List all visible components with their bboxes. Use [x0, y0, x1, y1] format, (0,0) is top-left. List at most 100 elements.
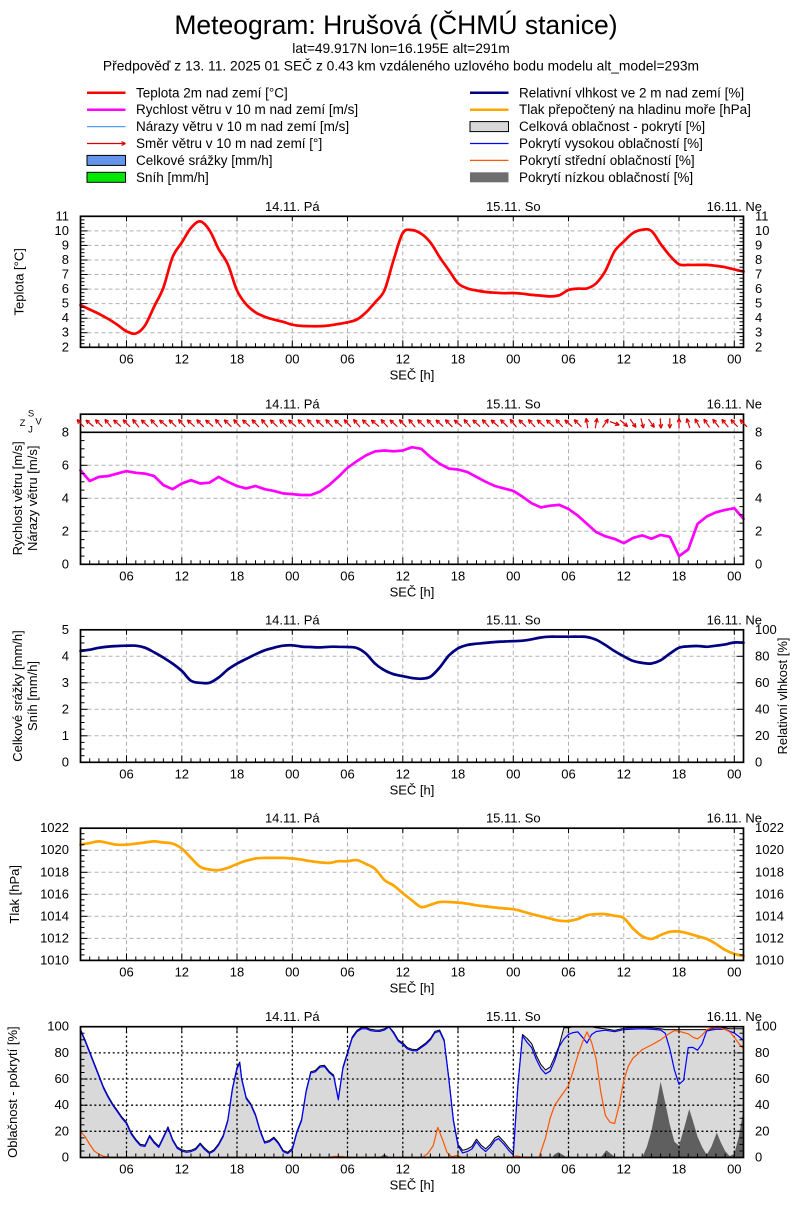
svg-text:2: 2 — [62, 701, 69, 716]
svg-text:Sníh [mm/h]: Sníh [mm/h] — [136, 170, 209, 185]
svg-text:16.11. Ne: 16.11. Ne — [707, 199, 762, 214]
svg-text:12: 12 — [396, 766, 410, 781]
svg-text:1010: 1010 — [755, 952, 784, 967]
svg-text:SEČ [h]: SEČ [h] — [390, 980, 435, 995]
svg-text:20: 20 — [755, 728, 769, 743]
svg-text:6: 6 — [755, 457, 762, 472]
svg-text:SEČ [h]: SEČ [h] — [390, 367, 435, 382]
svg-text:40: 40 — [755, 701, 769, 716]
svg-text:18: 18 — [230, 766, 244, 781]
svg-text:20: 20 — [755, 1123, 769, 1138]
svg-text:12: 12 — [617, 351, 631, 366]
svg-text:16.11. Ne: 16.11. Ne — [707, 612, 762, 627]
svg-text:8: 8 — [62, 424, 69, 439]
svg-text:16.11. Ne: 16.11. Ne — [707, 397, 762, 412]
svg-text:J: J — [28, 425, 33, 436]
svg-text:00: 00 — [506, 351, 520, 366]
svg-text:2: 2 — [62, 339, 69, 354]
svg-text:S: S — [28, 409, 34, 420]
svg-text:40: 40 — [55, 1097, 69, 1112]
svg-text:06: 06 — [119, 568, 133, 583]
svg-text:06: 06 — [119, 766, 133, 781]
svg-text:V: V — [35, 417, 42, 428]
svg-text:06: 06 — [561, 568, 575, 583]
svg-text:14.11. Pá: 14.11. Pá — [265, 612, 320, 627]
svg-text:0: 0 — [62, 556, 69, 571]
svg-text:Rychlost větru v 10 m nad zemí: Rychlost větru v 10 m nad zemí [m/s] — [136, 102, 358, 117]
svg-text:00: 00 — [285, 568, 299, 583]
svg-text:4: 4 — [62, 490, 69, 505]
svg-text:18: 18 — [451, 766, 465, 781]
svg-text:06: 06 — [119, 351, 133, 366]
svg-text:100: 100 — [47, 1019, 69, 1034]
svg-text:00: 00 — [506, 964, 520, 979]
svg-text:00: 00 — [506, 1162, 520, 1177]
svg-text:2: 2 — [62, 523, 69, 538]
svg-text:15.11. So: 15.11. So — [486, 811, 541, 826]
svg-text:06: 06 — [340, 766, 354, 781]
svg-text:10: 10 — [55, 223, 69, 238]
svg-text:0: 0 — [755, 754, 762, 769]
svg-text:0: 0 — [62, 1150, 69, 1165]
svg-text:00: 00 — [727, 1162, 741, 1177]
svg-text:40: 40 — [755, 1097, 769, 1112]
svg-text:Tlak přepočtený na hladinu moř: Tlak přepočtený na hladinu moře [hPa] — [519, 102, 751, 117]
svg-text:SEČ [h]: SEČ [h] — [390, 584, 435, 599]
svg-text:00: 00 — [506, 568, 520, 583]
svg-text:1: 1 — [62, 728, 69, 743]
svg-text:3: 3 — [755, 325, 762, 340]
svg-text:12: 12 — [617, 964, 631, 979]
svg-text:18: 18 — [451, 351, 465, 366]
svg-text:SEČ [h]: SEČ [h] — [390, 1178, 435, 1193]
svg-text:1022: 1022 — [40, 820, 69, 835]
svg-text:Rychlost větru [m/s]: Rychlost větru [m/s] — [10, 441, 25, 555]
svg-text:5: 5 — [62, 622, 69, 637]
svg-text:Předpověď z 13. 11. 2025 01 SE: Předpověď z 13. 11. 2025 01 SEČ z 0.43 k… — [103, 58, 699, 74]
svg-text:7: 7 — [755, 267, 762, 282]
svg-text:12: 12 — [396, 351, 410, 366]
svg-text:18: 18 — [230, 351, 244, 366]
svg-text:00: 00 — [727, 766, 741, 781]
svg-text:Celková oblačnost - pokrytí [%: Celková oblačnost - pokrytí [%] — [519, 119, 705, 134]
svg-text:18: 18 — [230, 1162, 244, 1177]
svg-text:00: 00 — [285, 964, 299, 979]
svg-text:06: 06 — [340, 964, 354, 979]
svg-text:1012: 1012 — [755, 930, 784, 945]
svg-text:0: 0 — [755, 556, 762, 571]
svg-text:12: 12 — [175, 1162, 189, 1177]
svg-text:18: 18 — [672, 964, 686, 979]
svg-text:Oblačnost - pokrytí [%]: Oblačnost - pokrytí [%] — [5, 1026, 20, 1158]
svg-text:11: 11 — [755, 208, 769, 223]
svg-text:16.11. Ne: 16.11. Ne — [707, 811, 762, 826]
svg-text:4: 4 — [755, 490, 762, 505]
svg-text:Relativní vlhkost [%]: Relativní vlhkost [%] — [775, 637, 790, 754]
svg-text:06: 06 — [340, 568, 354, 583]
svg-text:3: 3 — [62, 325, 69, 340]
svg-text:06: 06 — [340, 1162, 354, 1177]
svg-text:100: 100 — [755, 622, 777, 637]
svg-text:Směr větru v 10 m nad zemí [°]: Směr větru v 10 m nad zemí [°] — [136, 136, 322, 151]
svg-text:Celkové srážky [mm/h]: Celkové srážky [mm/h] — [136, 153, 273, 168]
svg-text:1018: 1018 — [40, 864, 69, 879]
svg-text:6: 6 — [755, 281, 762, 296]
svg-text:80: 80 — [55, 1045, 69, 1060]
svg-text:12: 12 — [175, 964, 189, 979]
svg-text:12: 12 — [617, 766, 631, 781]
svg-text:18: 18 — [451, 1162, 465, 1177]
svg-text:6: 6 — [62, 457, 69, 472]
svg-text:7: 7 — [62, 267, 69, 282]
svg-text:06: 06 — [561, 1162, 575, 1177]
svg-text:1014: 1014 — [755, 908, 784, 923]
svg-text:Relativní vlhkost ve 2 m nad z: Relativní vlhkost ve 2 m nad zemí [%] — [519, 85, 744, 100]
svg-text:12: 12 — [617, 1162, 631, 1177]
svg-text:14.11. Pá: 14.11. Pá — [265, 811, 320, 826]
svg-text:20: 20 — [55, 1123, 69, 1138]
svg-text:Teplota 2m nad zemí [°C]: Teplota 2m nad zemí [°C] — [136, 85, 288, 100]
svg-text:12: 12 — [175, 568, 189, 583]
svg-text:14.11. Pá: 14.11. Pá — [265, 199, 320, 214]
svg-text:4: 4 — [62, 648, 69, 663]
svg-text:1016: 1016 — [755, 886, 784, 901]
svg-text:lat=49.917N lon=16.195E alt=29: lat=49.917N lon=16.195E alt=291m — [292, 41, 509, 56]
svg-text:16.11. Ne: 16.11. Ne — [707, 1009, 762, 1024]
svg-text:14.11. Pá: 14.11. Pá — [265, 1009, 320, 1024]
